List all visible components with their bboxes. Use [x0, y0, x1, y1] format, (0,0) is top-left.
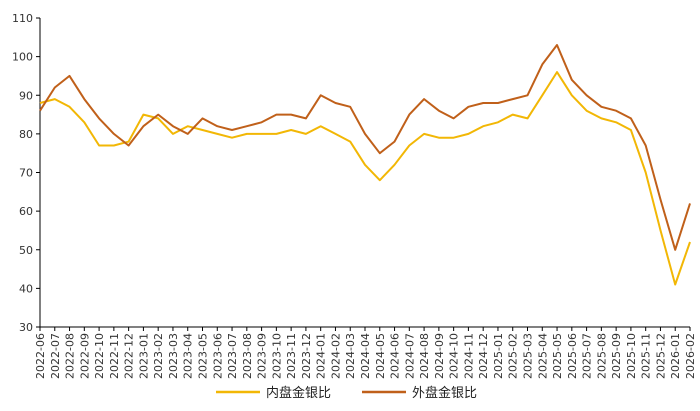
x-tick-label: 2025-09 [610, 333, 623, 379]
series-line-2 [39, 44, 691, 251]
x-tick-label: 2025-08 [595, 333, 608, 379]
x-tick-label: 2025-01 [492, 333, 505, 379]
x-tick-label: 2022-11 [108, 333, 121, 379]
y-tick-label: 80 [19, 128, 33, 141]
x-tick-label: 2022-06 [34, 333, 47, 379]
series-line-1 [39, 71, 691, 286]
x-tick-label: 2025-05 [551, 333, 564, 379]
x-tick-label: 2024-07 [403, 333, 416, 379]
y-tick-label: 50 [19, 244, 33, 257]
x-tick-label: 2026-01 [669, 333, 682, 379]
y-tick-label: 30 [19, 321, 33, 334]
x-tick-label: 2025-04 [536, 333, 549, 379]
x-tick-label: 2024-10 [448, 333, 461, 379]
x-tick-label: 2024-08 [418, 333, 431, 379]
x-tick-label: 2023-12 [300, 333, 313, 379]
x-tick-label: 2025-12 [654, 333, 667, 379]
y-tick-label: 60 [19, 205, 33, 218]
x-tick-label: 2023-01 [137, 333, 150, 379]
x-tick-label: 2025-06 [566, 333, 579, 379]
y-tick-label: 90 [19, 89, 33, 102]
x-tick-label: 2023-06 [211, 333, 224, 379]
x-tick-label: 2024-12 [477, 333, 490, 379]
x-tick-label: 2025-03 [522, 333, 535, 379]
x-tick-label: 2022-09 [78, 333, 91, 379]
x-tick-label: 2025-07 [581, 333, 594, 379]
x-tick-label: 2024-01 [315, 333, 328, 379]
x-tick-label: 2024-11 [462, 333, 475, 379]
x-tick-label: 2024-09 [433, 333, 446, 379]
y-tick-label: 100 [12, 51, 33, 64]
x-tick-label: 2024-03 [344, 333, 357, 379]
y-tick-label: 70 [19, 167, 33, 180]
x-tick-label: 2023-05 [197, 333, 210, 379]
x-tick-label: 2024-06 [389, 333, 402, 379]
x-tick-label: 2023-08 [241, 333, 254, 379]
x-tick-label: 2023-09 [256, 333, 269, 379]
x-tick-label: 2023-10 [270, 333, 283, 379]
legend-label-1: 内盘金银比 [266, 385, 331, 401]
x-tick-label: 2023-11 [285, 333, 298, 379]
x-tick-label: 2024-04 [359, 333, 372, 379]
x-tick-label: 2024-05 [374, 333, 387, 379]
x-tick-label: 2023-04 [182, 333, 195, 379]
x-tick-label: 2022-07 [49, 333, 62, 379]
x-tick-label: 2024-02 [329, 333, 342, 379]
x-tick-label: 2022-12 [123, 333, 136, 379]
x-tick-label: 2023-07 [226, 333, 239, 379]
legend-label-2: 外盘金银比 [412, 385, 477, 401]
y-tick-label: 110 [12, 12, 33, 25]
x-tick-label: 2023-03 [167, 333, 180, 379]
x-tick-label: 2025-10 [625, 333, 638, 379]
x-tick-label: 2026-02 [684, 333, 697, 379]
x-tick-label: 2025-02 [507, 333, 520, 379]
x-tick-label: 2022-08 [64, 333, 77, 379]
x-tick-label: 2022-10 [93, 333, 106, 379]
y-tick-label: 40 [19, 282, 33, 295]
x-tick-label: 2025-11 [640, 333, 653, 379]
x-tick-label: 2023-02 [152, 333, 165, 379]
